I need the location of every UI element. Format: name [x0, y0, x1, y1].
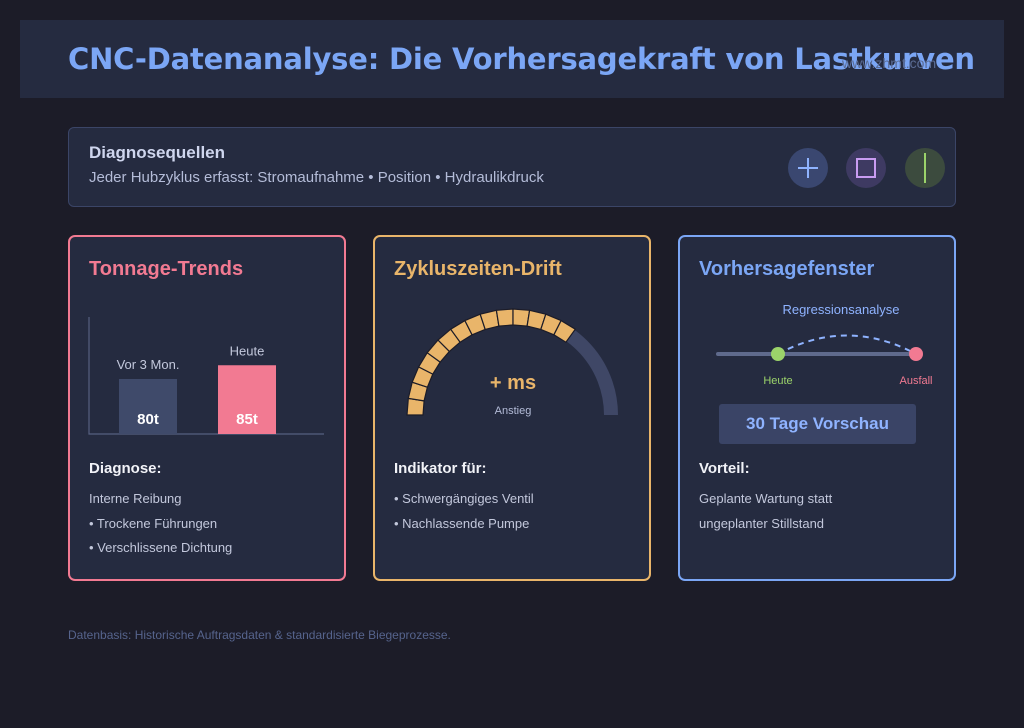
tonnage-diagnosis-line: • Trockene Führungen	[89, 516, 218, 531]
failure-label: Ausfall	[899, 375, 932, 387]
gauge-caption: Anstieg	[495, 405, 532, 417]
bar-category-label: Heute	[230, 343, 265, 358]
regression-curve	[777, 334, 917, 355]
sources-subtitle: Jeder Hubzyklus erfasst: Stromaufnahme •…	[89, 169, 544, 186]
watermark: www.zhmt.com	[842, 55, 937, 71]
bar-value-label: 85t	[236, 411, 258, 428]
gauge-fill	[406, 308, 577, 416]
forecast-benefit-line: ungeplanter Stillstand	[699, 516, 825, 531]
cycle-time-drift-card: Zykluszeiten-Drift + ms Anstieg Indikato…	[373, 235, 651, 581]
forecast-window-card: Vorhersagefenster Regressionsanalyse Heu…	[678, 235, 956, 581]
gauge-track	[408, 310, 618, 416]
diagnosis-sources-panel: Diagnosequellen Jeder Hubzyklus erfasst:…	[68, 127, 956, 207]
bar-value-label: 80t	[137, 411, 159, 428]
forecast-benefit-line: Geplante Wartung statt	[699, 491, 833, 506]
cycle-indicator-line: • Nachlassende Pumpe	[394, 516, 530, 531]
page-title: CNC-Datenanalyse: Die Vorhersagekraft vo…	[68, 42, 975, 76]
tonnage-trends-card: Tonnage-Trends Vor 3 Mon. 80t Heute 85t Dia…	[68, 235, 346, 581]
today-label: Heute	[763, 375, 792, 387]
cycle-card-title: Zykluszeiten-Drift	[394, 258, 562, 280]
forecast-card-title: Vorhersagefenster	[699, 258, 875, 280]
footer-note: Datenbasis: Historische Auftragsdaten & …	[68, 628, 451, 642]
page-header: CNC-Datenanalyse: Die Vorhersagekraft vo…	[20, 20, 1004, 98]
gauge-value: + ms	[490, 372, 536, 394]
vertical-line-icon	[905, 148, 945, 188]
tonnage-bar-chart: Vor 3 Mon. 80t Heute 85t	[88, 317, 324, 435]
sources-title: Diagnosequellen	[89, 143, 226, 162]
forecast-benefit-heading: Vorteil:	[699, 460, 750, 477]
failure-marker	[909, 347, 923, 361]
bar-category-label: Vor 3 Mon.	[117, 357, 180, 372]
tonnage-card-title: Tonnage-Trends	[89, 258, 244, 280]
cycle-indicator-line: • Schwergängiges Ventil	[394, 491, 534, 506]
bar-today	[218, 365, 276, 434]
tonnage-diagnosis-line: • Verschlissene Dichtung	[89, 540, 233, 555]
regression-diagram: Regressionsanalyse Heute Ausfall	[716, 302, 933, 387]
gauge-segment	[495, 308, 514, 327]
forecast-preview-badge: 30 Tage Vorschau	[719, 404, 916, 444]
plus-icon	[788, 148, 828, 188]
tonnage-diagnosis-heading: Diagnose:	[89, 460, 162, 477]
regression-label: Regressionsanalyse	[782, 302, 899, 317]
drift-gauge: + ms Anstieg	[406, 308, 618, 417]
gauge-segment	[553, 319, 577, 344]
today-marker	[771, 347, 785, 361]
cycle-indicator-heading: Indikator für:	[394, 460, 487, 477]
square-icon	[846, 148, 886, 188]
tonnage-diagnosis-line: Interne Reibung	[89, 491, 182, 506]
bar-before	[119, 379, 177, 434]
